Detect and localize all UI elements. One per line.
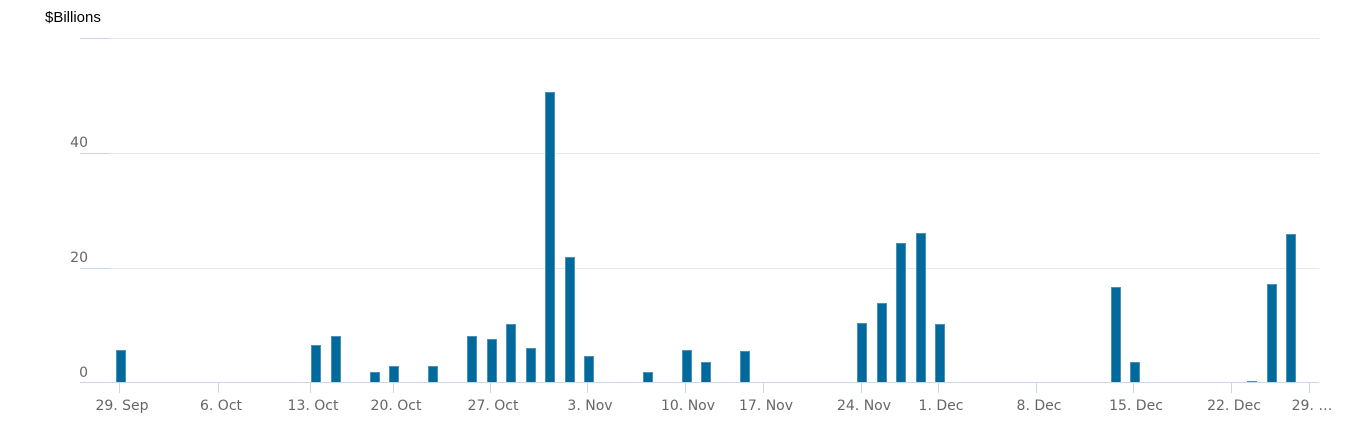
bar[interactable] (428, 366, 438, 383)
x-tick-mark (861, 383, 862, 393)
bar[interactable] (545, 92, 555, 382)
bar[interactable] (935, 324, 945, 383)
gridline (80, 153, 1319, 154)
x-tick-mark (310, 383, 311, 393)
x-tick-label: 1. Dec (918, 398, 964, 414)
bar[interactable] (370, 372, 380, 382)
x-tick-label: 24. Nov (836, 398, 892, 414)
x-tick-label: 29. Sep (95, 398, 149, 414)
y-tick-label: 20 (70, 250, 88, 266)
bar[interactable] (682, 350, 692, 383)
x-tick-label: 8. Dec (1016, 398, 1062, 414)
x-tick-mark (1309, 383, 1310, 393)
bar[interactable] (701, 362, 711, 383)
bar[interactable] (857, 323, 867, 382)
bar[interactable] (526, 348, 536, 383)
gridline (80, 38, 1319, 39)
bar[interactable] (331, 336, 341, 383)
x-tick-mark (393, 383, 394, 393)
bar[interactable] (389, 366, 399, 383)
bar[interactable] (740, 351, 750, 383)
x-tick-mark (763, 383, 764, 393)
y-tick-label: 40 (70, 135, 88, 151)
x-tick-label: 29. … (1291, 398, 1333, 414)
x-tick-mark (685, 383, 686, 393)
bar[interactable] (643, 372, 653, 382)
x-tick-mark (1231, 383, 1232, 393)
bar[interactable] (877, 303, 887, 382)
x-tick-label: 3. Nov (567, 398, 613, 414)
bar[interactable] (1267, 284, 1277, 382)
bar[interactable] (506, 324, 516, 383)
bar[interactable] (1130, 362, 1140, 383)
x-tick-label: 22. Dec (1207, 398, 1261, 414)
x-tick-mark (119, 383, 120, 393)
x-tick-label: 15. Dec (1109, 398, 1163, 414)
x-tick-label: 20. Oct (370, 398, 422, 414)
x-tick-mark (938, 383, 939, 393)
x-tick-mark (1133, 383, 1134, 393)
x-tick-label: 17. Nov (738, 398, 794, 414)
gridline (80, 268, 1319, 269)
x-tick-label: 10. Nov (660, 398, 716, 414)
x-tick-mark (490, 383, 491, 393)
bar[interactable] (916, 233, 926, 383)
x-tick-label: 6. Oct (199, 398, 243, 414)
bar[interactable] (487, 339, 497, 383)
bar[interactable] (565, 257, 575, 382)
bar[interactable] (1286, 234, 1296, 382)
bar[interactable] (311, 345, 321, 382)
bar[interactable] (896, 243, 906, 383)
x-axis-line (80, 382, 1319, 383)
y-tick-label: 0 (79, 365, 88, 381)
x-tick-label: 27. Oct (467, 398, 519, 414)
bar[interactable] (1111, 287, 1121, 382)
x-tick-label: 13. Oct (287, 398, 339, 414)
bar[interactable] (116, 350, 126, 383)
y-axis-title: $Billions (45, 9, 101, 26)
x-tick-mark (587, 383, 588, 393)
bar[interactable] (467, 336, 477, 383)
bar[interactable] (584, 356, 594, 382)
x-tick-mark (218, 383, 219, 393)
x-tick-mark (1036, 383, 1037, 393)
